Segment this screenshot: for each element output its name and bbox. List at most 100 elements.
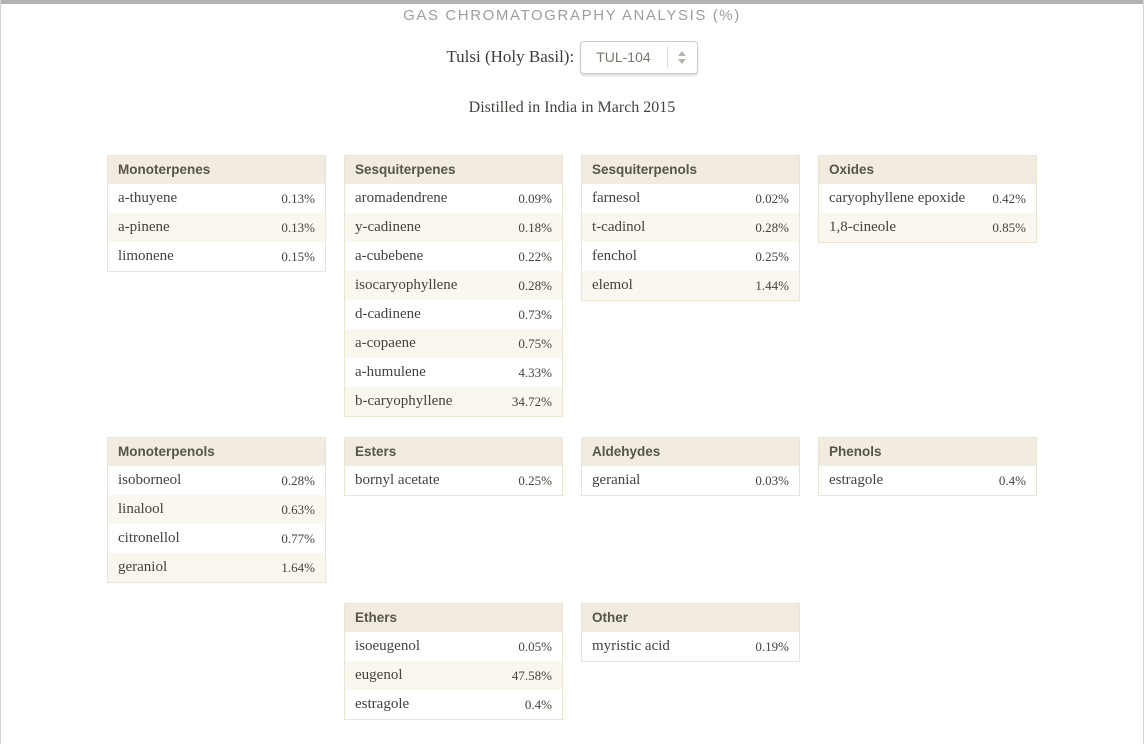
- compound-table: Monoterpenes a-thuyene 0.13% a-pinene 0.13%…: [107, 155, 326, 272]
- compound-table-title: Sesquiterpenols: [582, 156, 799, 184]
- compound-name: bornyl acetate: [355, 472, 440, 488]
- table-row: aromadendrene 0.09%: [345, 184, 562, 213]
- compound-table-rows: isoborneol 0.28% linalool 0.63% citronellol 0…: [108, 466, 325, 582]
- compound-table-rows: caryophyllene epoxide 0.42% 1,8-cineole 0.8…: [819, 184, 1036, 242]
- variety-select[interactable]: TUL-104: [580, 40, 698, 74]
- compound-percentage: 0.25%: [518, 472, 552, 488]
- table-row: elemol 1.44%: [582, 271, 799, 300]
- compound-table-title: Monoterpenols: [108, 438, 325, 466]
- compound-table-title: Aldehydes: [582, 438, 799, 466]
- compound-percentage: 0.4%: [524, 696, 552, 712]
- compound-name: isoeugenol: [355, 638, 420, 654]
- compound-table-rows: farnesol 0.02% t-cadinol 0.28% fenchol 0.25% e…: [582, 184, 799, 300]
- compound-name: t-cadinol: [592, 219, 646, 235]
- table-row: d-cadinene 0.73%: [345, 300, 562, 329]
- table-row: farnesol 0.02%: [582, 184, 799, 213]
- compound-percentage: 1.64%: [281, 559, 315, 575]
- compound-percentage: 0.42%: [992, 190, 1026, 206]
- compound-percentage: 0.22%: [518, 248, 552, 264]
- compound-percentage: 0.73%: [518, 306, 552, 322]
- compound-name: elemol: [592, 277, 633, 293]
- compound-percentage: 0.28%: [755, 219, 789, 235]
- compound-name: d-cadinene: [355, 306, 421, 322]
- compound-table: Phenols estragole 0.4%: [818, 437, 1037, 496]
- compound-name: farnesol: [592, 190, 641, 206]
- compound-table-title: Monoterpenes: [108, 156, 325, 184]
- compound-table: Aldehydes geranial 0.03%: [581, 437, 800, 496]
- select-stepper-icon[interactable]: [668, 50, 697, 64]
- table-row: a-cubebene 0.22%: [345, 242, 562, 271]
- compound-percentage: 0.13%: [281, 190, 315, 206]
- select-divider: [666, 46, 668, 68]
- table-row: estragole 0.4%: [819, 466, 1036, 495]
- compound-table: Other myristic acid 0.19%: [581, 603, 800, 662]
- compound-name: isoborneol: [118, 472, 182, 488]
- variety-select-value: TUL-104: [596, 49, 651, 65]
- compound-percentage: 0.63%: [281, 501, 315, 517]
- table-row: isocaryophyllene 0.28%: [345, 271, 562, 300]
- compound-name: estragole: [829, 472, 884, 488]
- compound-percentage: 0.85%: [992, 219, 1026, 235]
- compound-name: b-caryophyllene: [355, 393, 453, 409]
- table-row: geranial 0.03%: [582, 466, 799, 495]
- compound-percentage: 0.09%: [518, 190, 552, 206]
- compound-percentage: 0.02%: [755, 190, 789, 206]
- table-row: a-humulene 4.33%: [345, 358, 562, 387]
- table-row: caryophyllene epoxide 0.42%: [819, 184, 1036, 213]
- table-row: a-copaene 0.75%: [345, 329, 562, 358]
- chevron-down-icon: [678, 58, 687, 64]
- compound-percentage: 0.4%: [998, 472, 1026, 488]
- compound-name: a-cubebene: [355, 248, 424, 264]
- compound-percentage: 0.18%: [518, 219, 552, 235]
- compound-table-title: Esters: [345, 438, 562, 466]
- compound-table-rows: myristic acid 0.19%: [582, 632, 799, 661]
- table-row: limonene 0.15%: [108, 242, 325, 271]
- variety-select-label: Tulsi (Holy Basil):: [446, 47, 575, 66]
- compound-table-rows: bornyl acetate 0.25%: [345, 466, 562, 495]
- table-row: bornyl acetate 0.25%: [345, 466, 562, 495]
- compound-table: Sesquiterpenes aromadendrene 0.09% y-cadin…: [344, 155, 563, 417]
- compound-percentage: 0.19%: [755, 638, 789, 654]
- compound-name: geraniol: [118, 559, 168, 575]
- compound-table-rows: a-thuyene 0.13% a-pinene 0.13% limonene 0.15%: [108, 184, 325, 271]
- table-row: a-pinene 0.13%: [108, 213, 325, 242]
- compound-table-title: Sesquiterpenes: [345, 156, 562, 184]
- table-row: y-cadinene 0.18%: [345, 213, 562, 242]
- compound-name: estragole: [355, 696, 410, 712]
- top-border-bar: [1, 0, 1143, 4]
- compound-percentage: 0.13%: [281, 219, 315, 235]
- compound-name: citronellol: [118, 530, 180, 546]
- distillation-subtitle: Distilled in India in March 2015: [468, 99, 676, 116]
- compound-table-rows: isoeugenol 0.05% eugenol 47.58% estragole 0.4…: [345, 632, 562, 719]
- table-row: a-thuyene 0.13%: [108, 184, 325, 213]
- variety-selector-row: Tulsi (Holy Basil): TUL-104: [1, 40, 1143, 74]
- compound-percentage: 34.72%: [511, 393, 552, 409]
- compound-name: limonene: [118, 248, 174, 264]
- compound-name: aromadendrene: [355, 190, 448, 206]
- compound-percentage: 0.15%: [281, 248, 315, 264]
- compound-name: caryophyllene epoxide: [829, 190, 966, 206]
- table-row: eugenol 47.58%: [345, 661, 562, 690]
- compound-table-title: Phenols: [819, 438, 1036, 466]
- compound-table: Ethers isoeugenol 0.05% eugenol 47.58% estra…: [344, 603, 563, 720]
- compound-percentage: 47.58%: [511, 667, 552, 683]
- table-row: isoborneol 0.28%: [108, 466, 325, 495]
- compound-percentage: 0.25%: [755, 248, 789, 264]
- compound-percentage: 0.03%: [755, 472, 789, 488]
- compound-name: myristic acid: [592, 638, 670, 654]
- table-row: fenchol 0.25%: [582, 242, 799, 271]
- table-row: estragole 0.4%: [345, 690, 562, 719]
- compound-name: a-pinene: [118, 219, 170, 235]
- compound-name: a-copaene: [355, 335, 416, 351]
- compound-name: geranial: [592, 472, 641, 488]
- compound-table: Monoterpenols isoborneol 0.28% linalool 0.6…: [107, 437, 326, 583]
- compound-table-title: Oxides: [819, 156, 1036, 184]
- table-row: geraniol 1.64%: [108, 553, 325, 582]
- compound-name: 1,8-cineole: [829, 219, 897, 235]
- compound-table: Sesquiterpenols farnesol 0.02% t-cadinol 0.…: [581, 155, 800, 301]
- compound-name: linalool: [118, 501, 164, 517]
- compound-name: isocaryophyllene: [355, 277, 458, 293]
- table-row: isoeugenol 0.05%: [345, 632, 562, 661]
- compound-table-title: Other: [582, 604, 799, 632]
- compound-percentage: 0.28%: [281, 472, 315, 488]
